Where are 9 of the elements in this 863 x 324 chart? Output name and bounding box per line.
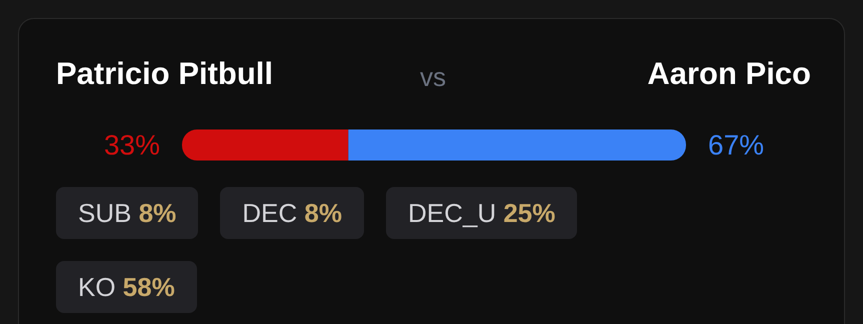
text: SUB 8% [56, 187, 198, 239]
data-label: 33% [104, 130, 160, 160]
series-label: Aaron Pico [647, 56, 811, 92]
series-label: Patricio Pitbull [56, 56, 274, 92]
data-label: 67% [708, 130, 764, 160]
text: KO 58% [56, 261, 197, 313]
chart-title: vs [419, 62, 447, 93]
text: DEC 8% [220, 187, 364, 239]
text: DEC_U 25% [386, 187, 578, 239]
